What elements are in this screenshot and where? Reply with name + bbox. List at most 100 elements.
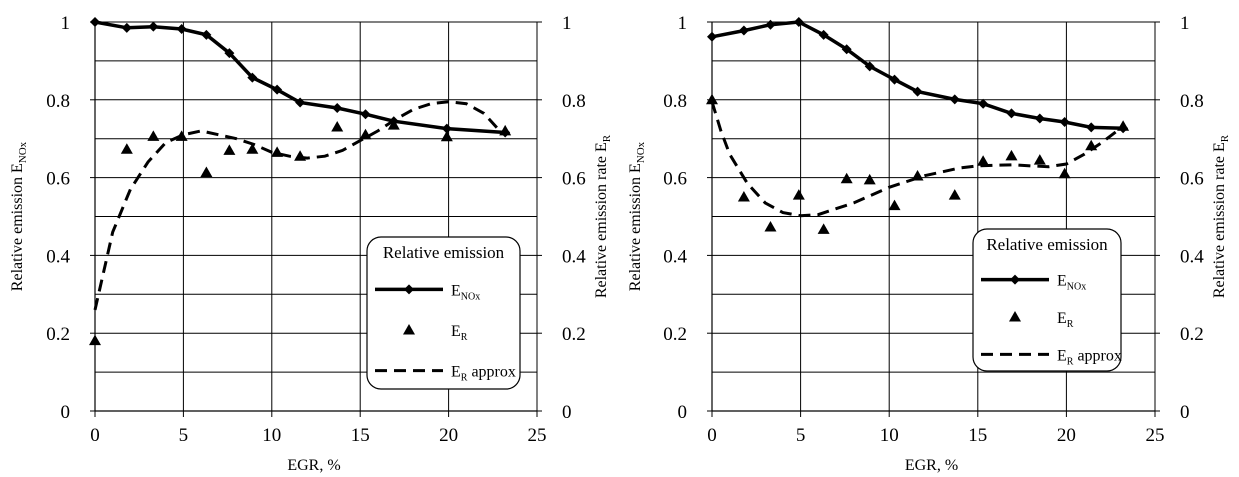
y-axis-right-title: Relative emission rate ER: [593, 134, 613, 298]
y-right-tick-label: 0.6: [562, 169, 586, 190]
legend-er-marker: [403, 324, 415, 335]
legend-entry-suffix: approx: [467, 364, 515, 381]
legend-entry-label: ER approx: [1057, 347, 1122, 367]
series-enox-marker: [793, 17, 804, 27]
y-right-tick-label: 0.4: [562, 246, 586, 267]
series-enox-marker: [1006, 108, 1017, 119]
series-er-marker: [840, 172, 853, 184]
series-er-marker: [89, 334, 101, 346]
series-er-marker: [331, 121, 344, 132]
x-axis-title: EGR, %: [905, 457, 958, 474]
y-right-tick-label: 0: [562, 402, 572, 423]
legend-entry-main: E: [1057, 273, 1067, 290]
legend-entry-sub: R: [461, 373, 468, 384]
series-enox-marker: [295, 97, 306, 108]
legend-entry-label: ENOx: [1057, 273, 1086, 293]
series-er-marker: [888, 199, 901, 211]
y-left-tick-label: 0.8: [46, 91, 70, 112]
legend-entry-main: E: [1057, 347, 1067, 364]
y-axis-left-title-main: Relative emission E: [9, 163, 26, 291]
y-left-tick-label: 0.6: [46, 169, 70, 190]
series-enox-marker: [176, 24, 187, 35]
series-enox-marker: [148, 21, 159, 32]
series-er-marker: [948, 189, 961, 200]
x-tick-label: 25: [528, 425, 547, 446]
x-tick-label: 10: [262, 425, 281, 446]
series-enox-marker: [765, 19, 776, 30]
legend-title: Relative emission: [986, 235, 1108, 254]
y-left-tick-label: 1: [678, 13, 688, 34]
chart-left: 0 5 10 15 20 2500.20.40.60.8100.20.40.60.81EG…: [9, 13, 613, 474]
series-enox-marker: [247, 72, 258, 83]
y-right-tick-label: 0.8: [562, 91, 586, 112]
series-enox-marker: [441, 123, 452, 134]
series-enox-marker: [272, 84, 283, 95]
y-left-tick-label: 0.2: [46, 324, 70, 345]
series-enox-marker: [1034, 113, 1045, 124]
legend-entry-label: ER: [451, 323, 468, 343]
legend-entry-sub: NOx: [1067, 282, 1086, 293]
series-er-approx-line: [710, 101, 1121, 218]
y-right-tick-label: 0.4: [1180, 246, 1204, 267]
legend-entry-sub: R: [461, 332, 468, 343]
legend-entry-label: ENOx: [451, 282, 480, 302]
series-enox-line: [94, 20, 506, 135]
series-enox-marker: [121, 22, 132, 33]
series-er-marker: [706, 93, 718, 105]
series-enox-marker: [818, 29, 829, 40]
legend-title: Relative emission: [383, 243, 505, 262]
y-left-tick-label: 0: [678, 402, 688, 423]
y-right-tick-label: 0: [1180, 402, 1190, 423]
legend-entry-main: E: [451, 282, 461, 299]
series-enox-marker: [90, 17, 100, 27]
legend-entry-sub: R: [1067, 356, 1074, 367]
x-tick-label: 20: [439, 425, 458, 446]
series-er-marker: [359, 128, 372, 140]
y-axis-left-title: Relative emission ENOx: [9, 141, 29, 291]
legend-entry-main: E: [451, 323, 461, 340]
x-tick-label: 0: [90, 425, 100, 446]
x-tick-label: 25: [1146, 425, 1165, 446]
y-right-tick-label: 0.2: [1180, 324, 1204, 345]
series-enox-marker: [738, 25, 749, 36]
series-enox-marker: [707, 31, 717, 42]
series-er-marker: [764, 221, 777, 232]
series-er-marker: [817, 223, 830, 234]
y-left-tick-label: 0.8: [663, 91, 687, 112]
legend-enox-marker: [404, 284, 414, 295]
legend-entry-sub: R: [1067, 319, 1074, 330]
series-enox-marker: [889, 74, 900, 85]
y-axis-left-title-sub: NOx: [17, 141, 29, 163]
series-enox-marker: [949, 94, 960, 105]
series-er-approx-line: [93, 100, 503, 311]
series-er-marker: [1058, 167, 1071, 179]
legend-entry-sub: NOx: [461, 291, 480, 302]
y-left-tick-label: 1: [61, 13, 71, 34]
series-enox-marker: [1059, 116, 1070, 127]
y-right-tick-label: 0.6: [1180, 169, 1204, 190]
legend-entry-label: ER approx: [451, 364, 516, 384]
x-tick-label: 10: [880, 425, 899, 446]
chart-right: 0 5 10 15 20 2500.20.40.60.8100.20.40.60.81EG…: [627, 13, 1231, 474]
series-enox-marker: [978, 98, 989, 109]
y-right-tick-label: 1: [562, 13, 572, 34]
y-right-tick-label: 0.8: [1180, 91, 1204, 112]
series-er-marker: [1005, 149, 1018, 161]
series-er-marker: [440, 130, 453, 142]
y-axis-left-title-sub: NOx: [635, 141, 647, 163]
series-er-marker: [1033, 154, 1046, 165]
series-enox-line: [711, 20, 1124, 130]
legend-box: [366, 236, 521, 390]
y-right-tick-label: 0.2: [562, 324, 586, 345]
y-left-tick-label: 0.2: [663, 324, 687, 345]
y-left-tick-label: 0.4: [663, 246, 687, 267]
y-axis-right-title-main: Relative emission rate E: [593, 142, 610, 298]
series-enox-marker: [332, 102, 343, 113]
x-tick-label: 5: [179, 425, 189, 446]
legend-er-marker: [1009, 311, 1021, 322]
series-er-marker: [223, 144, 236, 155]
series-er-marker: [246, 143, 259, 154]
y-axis-right-title: Relative emission rate ER: [1211, 134, 1231, 298]
series-er-marker: [387, 119, 400, 130]
series-er-marker: [977, 155, 990, 166]
